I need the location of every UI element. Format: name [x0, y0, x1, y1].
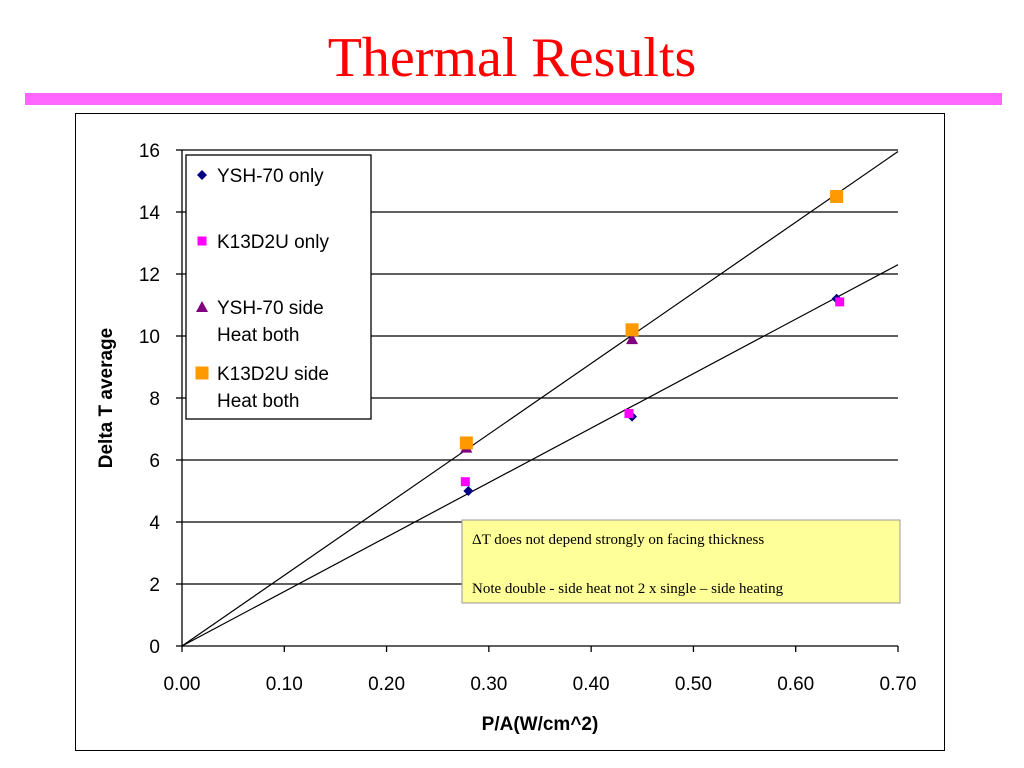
data-point	[626, 333, 639, 345]
trend-line	[181, 264, 899, 647]
legend-box	[185, 154, 372, 420]
legend-marker	[197, 170, 207, 180]
x-tick-label: 0.20	[368, 674, 405, 695]
annotation-text: ΔT does not depend strongly on facing th…	[472, 532, 764, 548]
legend-marker	[196, 301, 208, 312]
trend-lines	[181, 151, 899, 647]
data-point	[459, 436, 473, 450]
x-tick-label: 0.30	[470, 674, 507, 695]
trend-line	[181, 151, 899, 647]
y-tick-label: 12	[139, 265, 160, 286]
legend-label: K13D2U side	[217, 364, 329, 385]
legend-label: YSH-70 only	[217, 166, 324, 187]
data-point	[624, 409, 634, 418]
y-tick-label: 14	[139, 203, 161, 224]
title-rule	[25, 93, 1002, 105]
data-points	[459, 190, 845, 496]
annotation-box: ΔT does not depend strongly on facing th…	[461, 519, 901, 604]
x-tick-label: 0.50	[675, 674, 712, 695]
y-tick-label: 2	[149, 575, 160, 596]
data-point	[835, 297, 845, 307]
data-point	[830, 190, 844, 203]
x-tick-label: 0.00	[164, 674, 201, 695]
legend: YSH-70 only K13D2U only YSH-70 side Heat bo…	[185, 154, 372, 420]
x-axis-title: P/A(W/cm^2)	[482, 714, 599, 735]
legend-marker	[195, 366, 209, 380]
legend-marker	[197, 236, 207, 246]
axes: 0 2 4 6 8 10 12 14 16 0.00 0.10 0.20 0.30 0.40 0.50 0.6…	[96, 141, 916, 735]
data-point	[463, 486, 474, 496]
y-tick-label: 6	[149, 451, 160, 472]
x-tick-label: 0.70	[880, 674, 917, 695]
legend-label: Heat both	[217, 325, 299, 346]
slide-title: Thermal Results	[327, 27, 697, 89]
x-tick-label: 0.10	[266, 674, 303, 695]
y-tick-label: 10	[139, 327, 160, 348]
data-point	[460, 477, 470, 487]
data-point	[625, 323, 639, 337]
legend-label: K13D2U only	[217, 232, 329, 253]
x-tick-label: 0.60	[777, 674, 814, 695]
x-tick-label: 0.40	[573, 674, 610, 695]
annotation-background	[461, 519, 901, 604]
y-tick-label: 0	[149, 637, 160, 658]
legend-label: YSH-70 side	[217, 298, 324, 319]
y-axis-title: Delta T average	[96, 328, 117, 468]
y-tick-label: 16	[139, 141, 160, 162]
legend-label: Heat both	[217, 391, 299, 412]
y-tick-label: 8	[149, 389, 160, 410]
y-tick-label: 4	[149, 513, 160, 534]
annotation-text: Note double - side heat not 2 x single –…	[472, 581, 784, 597]
